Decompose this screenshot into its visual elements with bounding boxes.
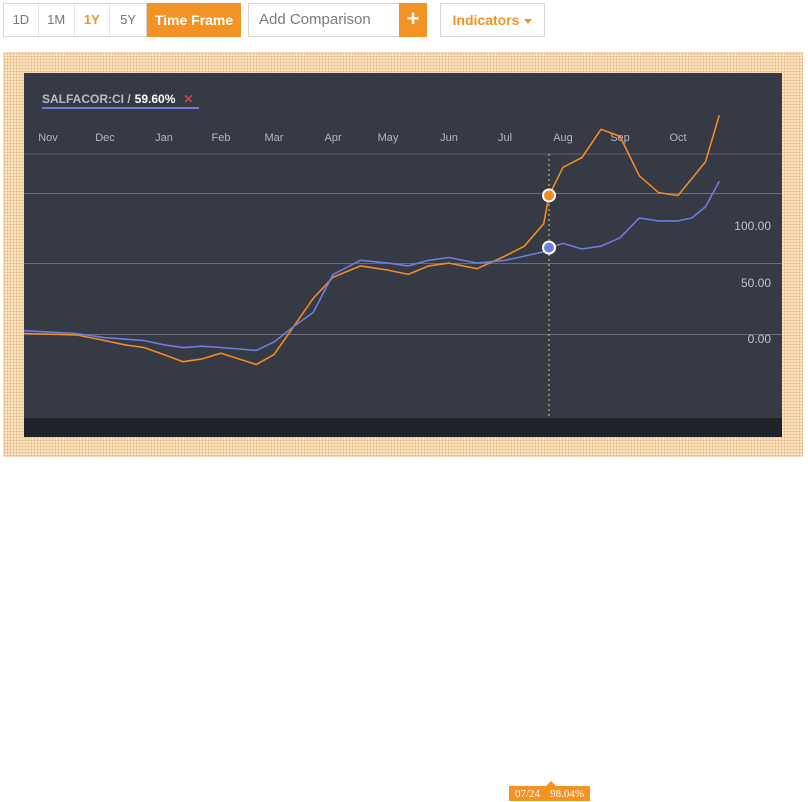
y-tick-label: 50.00 xyxy=(740,276,771,290)
x-tick-label: Oct xyxy=(669,132,687,144)
crosshair-marker xyxy=(542,240,556,255)
range-selector: 1D 1M 1Y 5Y xyxy=(3,3,147,37)
chart-frame: SALFACOR:CI /59.60% ✕ Nov Dec Jan Feb Mar… xyxy=(3,52,803,801)
series-line xyxy=(24,181,721,352)
comparison-box xyxy=(248,3,400,37)
x-tick-label: Mar xyxy=(264,132,284,144)
crosshair-marker xyxy=(542,188,556,203)
legend-symbol: SALFACOR:CI / xyxy=(42,92,131,106)
x-tick-label: Jun xyxy=(440,132,458,144)
tooltip-date: 07/24 xyxy=(515,788,541,800)
x-tick-label: Aug xyxy=(553,132,573,144)
range-1d-button[interactable]: 1D xyxy=(4,4,39,36)
price-plot xyxy=(24,114,782,418)
indicators-dropdown[interactable]: Indicators xyxy=(440,3,545,37)
indicators-label: Indicators xyxy=(452,12,520,28)
crosshair-price-tag: 07/24 98.04% xyxy=(509,781,590,801)
y-tick-label: 100.00 xyxy=(734,219,771,233)
x-tick-label: Dec xyxy=(95,132,115,144)
chart-area[interactable]: SALFACOR:CI /59.60% ✕ Nov Dec Jan Feb Mar… xyxy=(24,73,782,418)
x-tick-label: Jan xyxy=(155,132,173,144)
tag-notch-icon xyxy=(546,781,556,786)
series-line xyxy=(24,114,721,366)
x-tick-label: May xyxy=(377,132,399,144)
x-tick-label: Feb xyxy=(211,132,231,144)
series-legend: SALFACOR:CI /59.60% ✕ xyxy=(42,91,200,109)
close-icon[interactable]: ✕ xyxy=(183,92,194,106)
x-tick-label: Apr xyxy=(324,132,342,144)
range-1y-button[interactable]: 1Y xyxy=(75,4,111,36)
time-frame-button[interactable]: Time Frame xyxy=(147,3,241,37)
x-tick-label: Jul xyxy=(497,132,513,144)
add-comparison-input[interactable] xyxy=(249,4,399,34)
y-tick-label: 0.00 xyxy=(747,332,771,346)
range-5y-button[interactable]: 5Y xyxy=(120,12,137,27)
range-1m-button[interactable]: 1M xyxy=(39,4,75,36)
add-comparison-button[interactable]: + xyxy=(399,3,427,37)
x-tick-label: Nov xyxy=(38,132,58,144)
x-axis-bar: 07/24 98.04% xyxy=(24,418,782,801)
chevron-down-icon xyxy=(524,18,533,24)
tooltip-value: 98.04% xyxy=(550,788,584,800)
legend-change: 59.60% xyxy=(134,92,176,106)
